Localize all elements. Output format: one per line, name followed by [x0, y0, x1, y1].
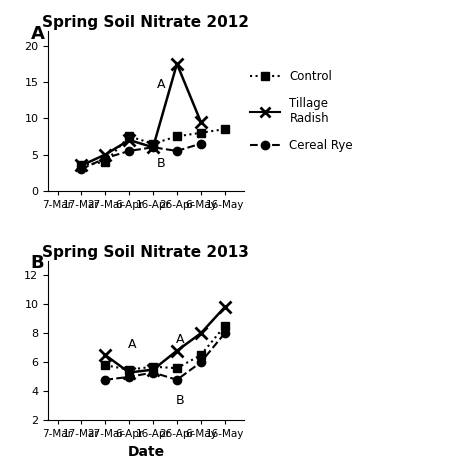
Text: A: A: [30, 25, 45, 43]
Text: A: A: [176, 333, 184, 346]
Text: A: A: [128, 338, 137, 351]
Title: Spring Soil Nitrate 2013: Spring Soil Nitrate 2013: [43, 245, 249, 260]
Title: Spring Soil Nitrate 2012: Spring Soil Nitrate 2012: [42, 15, 249, 30]
X-axis label: Date: Date: [128, 445, 164, 459]
Text: A: A: [156, 78, 165, 91]
Text: B: B: [176, 394, 184, 407]
Legend: Control, Tillage
Radish, Cereal Rye: Control, Tillage Radish, Cereal Rye: [246, 65, 358, 157]
Text: B: B: [156, 157, 165, 171]
Text: B: B: [30, 255, 44, 273]
